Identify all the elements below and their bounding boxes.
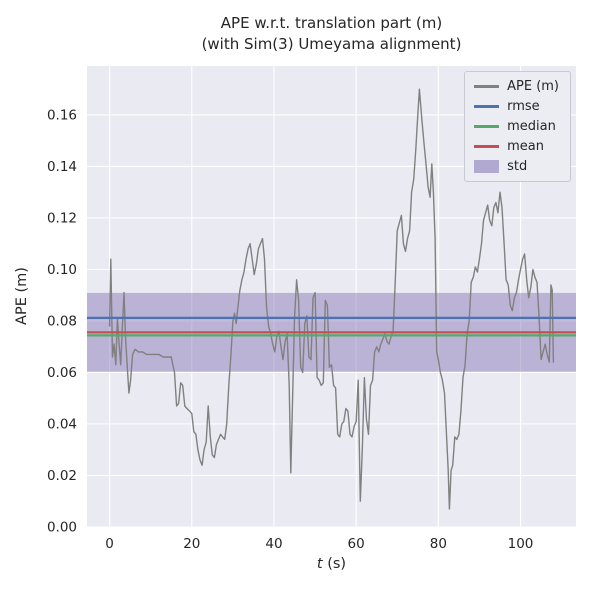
legend-swatch-line [474, 145, 500, 148]
legend-label: std [507, 159, 528, 174]
legend-item-rmse: rmse [474, 99, 559, 114]
x-tick-label: 20 [183, 536, 200, 552]
x-axis-label-math: t [316, 556, 323, 572]
legend-label: mean [507, 139, 544, 154]
ape-line [108, 88, 555, 510]
y-tick-label: 0.00 [47, 520, 77, 536]
legend-label: APE (m) [507, 79, 559, 94]
legend-swatch-patch [474, 160, 500, 173]
y-tick-label: 0.08 [47, 313, 77, 329]
legend-label: rmse [507, 99, 540, 114]
x-tick-label: 40 [265, 536, 282, 552]
legend: APE (m) rmse median mean std [464, 71, 571, 182]
legend-item-apem: APE (m) [474, 79, 559, 94]
legend-item-std: std [474, 159, 559, 174]
y-tick-label: 0.04 [47, 416, 77, 432]
y-tick-label: 0.14 [47, 159, 77, 175]
legend-label: median [507, 119, 556, 134]
y-tick-label: 0.12 [47, 210, 77, 226]
legend-swatch-line [474, 125, 500, 128]
y-tick-label: 0.06 [47, 365, 77, 381]
legend-swatch-line [474, 85, 500, 88]
x-tick-label: 80 [430, 536, 447, 552]
legend-item-mean: mean [474, 139, 559, 154]
chart-title: APE w.r.t. translation part (m) (with Si… [87, 13, 576, 55]
y-tick-label: 0.16 [47, 107, 77, 123]
legend-item-median: median [474, 119, 559, 134]
legend-swatch-line [474, 105, 500, 108]
chart-title-line1: APE w.r.t. translation part (m) [220, 14, 443, 32]
x-tick-label: 100 [508, 536, 534, 552]
y-tick-label: 0.10 [47, 262, 77, 278]
x-tick-label: 0 [105, 536, 114, 552]
y-axis-label: APE (m) [14, 267, 30, 325]
x-axis-label-unit: (s) [322, 556, 347, 572]
y-tick-label: 0.02 [47, 468, 77, 484]
x-axis-label: t (s) [87, 556, 576, 572]
chart-title-line2: (with Sim(3) Umeyama alignment) [201, 35, 462, 53]
x-tick-label: 60 [348, 536, 365, 552]
